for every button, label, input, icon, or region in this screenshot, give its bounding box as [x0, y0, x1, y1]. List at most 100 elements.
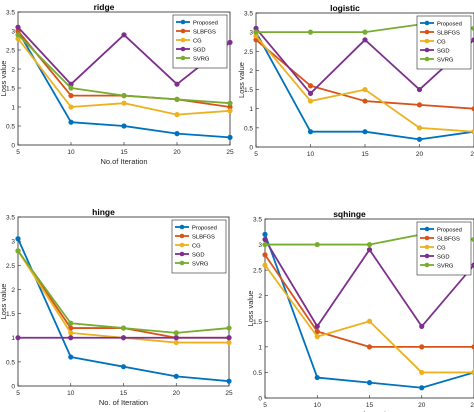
chart4-legend-marker — [424, 235, 430, 241]
chart4-xtick-label: 20 — [418, 402, 426, 409]
chart3-legend-label: Proposed — [192, 225, 217, 231]
chart2-point-svrg — [471, 25, 474, 31]
chart4-point-proposed — [419, 385, 425, 391]
chart3-ytick-label: 1 — [11, 335, 15, 342]
chart2-ytick-label: 3.5 — [244, 11, 253, 18]
chart3-legend-label: SVRG — [192, 261, 209, 267]
chart1-point-svrg — [174, 96, 180, 102]
chart1-xtick-label: 25 — [226, 149, 234, 156]
chart1-point-sgd — [15, 24, 21, 30]
chart2-xtick-label: 15 — [361, 151, 369, 158]
chart1-ytick-label: 0 — [11, 143, 15, 150]
chart1-title: ridge — [94, 2, 115, 12]
chart3-point-proposed — [120, 364, 127, 370]
chart4-panel: sqhinge 0 0.5 1 1.5 2 2.5 3 3.5 5 10 15 20 25 Loss val… — [246, 209, 474, 412]
chart2-point-cg — [307, 98, 314, 104]
chart1-legend-marker — [180, 46, 186, 52]
chart4-legend-label: SGD — [437, 254, 450, 260]
chart1-point-sgd — [227, 39, 233, 46]
chart1-point-cg — [121, 100, 127, 106]
chart1-legend-marker — [180, 28, 186, 34]
chart4-legend-marker — [424, 244, 430, 250]
chart4-point-sgd — [471, 262, 474, 268]
chart4-xlabel: No. of Iteration — [345, 410, 394, 412]
chart3-legend-label: SLBFGS — [192, 234, 215, 240]
chart2-point-sgd — [471, 37, 474, 43]
chart2-legend-marker — [424, 56, 430, 62]
chart4-legend-marker — [424, 262, 430, 268]
chart1-legend-label: CG — [193, 38, 202, 44]
chart2-point-cg — [416, 125, 423, 131]
chart3-point-cg — [173, 339, 179, 346]
chart1-legend-marker — [180, 19, 186, 25]
chart4-point-slbfgs — [314, 328, 320, 335]
chart3-legend-label: CG — [192, 243, 201, 249]
chart2-legend-marker — [424, 20, 430, 26]
chart3-xlabel: No. of Iteration — [99, 398, 148, 407]
chart1-point-slbfgs — [68, 93, 74, 99]
chart1-legend-label: SLBFGS — [193, 29, 216, 35]
chart3-xtick-label: 10 — [67, 390, 75, 397]
chart2-point-slbfgs — [362, 98, 368, 104]
chart4-point-sgd — [419, 323, 425, 329]
chart2-ytick-label: 1.5 — [244, 87, 253, 94]
chart4-legend-label: CG — [437, 245, 446, 251]
chart3-ytick-label: 2 — [11, 287, 15, 294]
chart3-ytick-label: 0.5 — [6, 359, 15, 366]
chart4-ytick-label: 1.5 — [253, 319, 262, 326]
chart2-point-sgd — [416, 86, 423, 93]
chart2-point-proposed — [416, 136, 423, 142]
chart1-point-proposed — [227, 134, 233, 140]
chart2-point-sgd — [362, 37, 368, 43]
chart2-xtick-label: 20 — [416, 151, 424, 158]
chart1-point-svrg — [121, 93, 127, 99]
chart4-ytick-label: 3.5 — [253, 217, 262, 224]
chart2-point-proposed — [362, 129, 368, 135]
chart3-title: hinge — [92, 207, 115, 217]
chart3-point-cg — [226, 339, 232, 346]
chart1-ytick-label: 1.5 — [6, 86, 15, 93]
chart2-ylabel: Loss value — [237, 62, 246, 98]
chart4-point-slbfgs — [419, 344, 425, 350]
chart4-legend-marker — [424, 226, 430, 232]
chart4-point-cg — [471, 369, 474, 376]
chart2-ytick-label: 0.5 — [244, 125, 253, 132]
chart4-point-cg — [262, 262, 268, 268]
chart3-legend-marker — [179, 233, 185, 239]
chart1-point-slbfgs — [227, 104, 233, 110]
chart3-point-svrg — [15, 248, 21, 254]
chart1-point-svrg — [227, 100, 233, 106]
chart3-point-svrg — [120, 325, 127, 331]
chart3-ytick-label: 0 — [11, 384, 15, 391]
chart3-point-proposed — [68, 354, 74, 360]
chart1-xtick-label: 10 — [67, 149, 75, 156]
chart3-point-sgd — [226, 335, 232, 341]
chart4-xtick-label: 25 — [470, 402, 474, 409]
chart1-point-svrg — [68, 85, 74, 91]
chart4-point-slbfgs — [262, 252, 268, 258]
chart4-ytick-label: 0.5 — [253, 370, 262, 377]
chart3-point-sgd — [173, 335, 179, 341]
chart2-point-slbfgs — [416, 102, 423, 108]
chart1-ytick-label: 3 — [11, 29, 15, 36]
chart1-xtick-label: 20 — [173, 149, 181, 156]
chart4-point-proposed — [366, 380, 373, 386]
chart2-ytick-label: 3 — [249, 30, 253, 37]
chart1-point-sgd — [174, 81, 180, 87]
chart2-ytick-label: 2 — [249, 68, 253, 75]
chart1-xtick-label: 5 — [16, 149, 20, 156]
chart2-xtick-label: 5 — [254, 151, 258, 158]
chart1-legend-label: Proposed — [193, 20, 218, 26]
chart1-legend-label: SGD — [193, 47, 206, 53]
chart1-ylabel: Loss value — [0, 61, 8, 97]
chart1-point-proposed — [174, 131, 180, 137]
chart3-point-sgd — [68, 335, 74, 341]
chart3-point-svrg — [173, 330, 179, 336]
chart3-ylabel: Loss value — [0, 284, 8, 320]
chart4-legend-label: Proposed — [437, 227, 462, 233]
chart3-legend: Proposed SLBFGS CG SGD SVRG — [171, 219, 227, 274]
chart3-point-proposed — [173, 373, 179, 379]
chart2-point-slbfgs — [471, 106, 474, 112]
chart2-legend: Proposed SLBFGS CG SGD SVRG — [416, 15, 472, 70]
chart2-point-svrg — [307, 29, 314, 35]
